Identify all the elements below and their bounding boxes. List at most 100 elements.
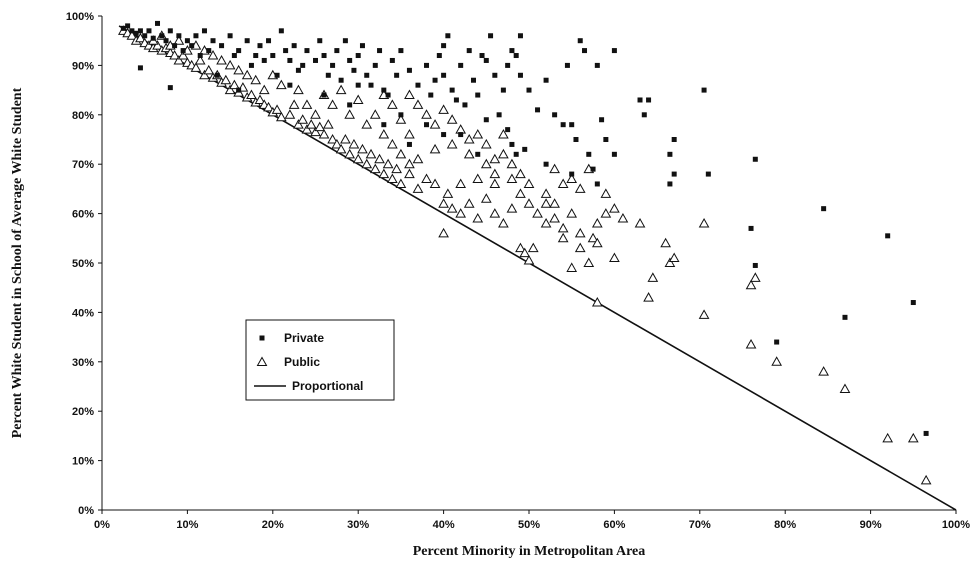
public-point	[745, 338, 757, 349]
public-point	[421, 109, 432, 119]
y-tick-label: 20%	[72, 406, 94, 418]
private-point	[923, 430, 929, 436]
public-point	[352, 153, 364, 164]
private-point	[641, 112, 647, 118]
private-point	[325, 72, 331, 78]
x-tick-label: 40%	[433, 519, 455, 531]
private-point	[821, 206, 827, 212]
public-point	[480, 158, 492, 169]
private-point	[201, 28, 207, 34]
private-point	[577, 38, 583, 44]
private-point	[517, 72, 523, 78]
x-tick-label: 90%	[860, 519, 882, 531]
private-point	[569, 171, 575, 177]
private-point	[885, 233, 891, 239]
private-point	[774, 339, 780, 345]
public-point	[532, 208, 543, 218]
private-point	[509, 48, 515, 54]
private-point	[266, 38, 272, 44]
private-point	[236, 87, 242, 93]
public-point	[412, 99, 424, 109]
public-point	[557, 178, 569, 188]
legend: Private Public Proportional	[245, 319, 395, 401]
x-tick-label: 60%	[603, 519, 625, 531]
private-point	[611, 48, 617, 54]
private-point	[560, 122, 566, 128]
private-point	[129, 28, 135, 34]
public-point	[557, 222, 569, 233]
public-point	[566, 173, 578, 184]
private-point	[176, 33, 182, 39]
public-point	[515, 168, 526, 179]
x-tick-label: 80%	[774, 519, 796, 531]
private-point	[594, 181, 600, 187]
public-point	[771, 356, 783, 366]
private-point	[342, 38, 348, 44]
public-point	[574, 242, 586, 253]
public-point	[310, 126, 321, 137]
private-point	[248, 62, 254, 68]
private-point	[257, 43, 263, 49]
public-point	[489, 178, 501, 188]
y-tick-label: 100%	[66, 11, 94, 23]
public-point	[498, 148, 509, 159]
public-point	[472, 213, 484, 223]
private-point	[381, 87, 387, 93]
private-point	[415, 82, 421, 88]
public-point	[920, 474, 932, 485]
private-point	[270, 53, 276, 59]
public-point	[455, 178, 467, 188]
public-point	[293, 119, 304, 129]
public-point	[301, 99, 313, 109]
private-point	[406, 141, 412, 147]
private-point	[479, 53, 485, 59]
private-point	[910, 300, 916, 306]
public-point	[549, 213, 560, 223]
x-axis-title: Percent Minority in Metropolitan Area	[413, 544, 646, 559]
public-point	[527, 242, 539, 253]
public-point	[463, 148, 475, 159]
public-point	[455, 208, 467, 218]
private-point	[436, 53, 442, 59]
private-point	[120, 25, 126, 31]
private-point	[287, 57, 293, 63]
public-point	[207, 50, 219, 60]
private-point	[483, 117, 489, 123]
x-tick-label: 30%	[347, 519, 369, 531]
private-point	[159, 33, 165, 39]
public-point	[446, 138, 458, 149]
private-point	[509, 141, 515, 147]
y-axis-title: Percent White Student in School of Avera…	[10, 87, 25, 438]
private-point	[552, 112, 558, 118]
private-point	[483, 57, 489, 63]
private-point	[505, 62, 511, 68]
public-point	[395, 114, 407, 124]
public-point	[540, 198, 552, 208]
x-tick-label: 50%	[518, 519, 540, 531]
private-point	[462, 102, 468, 108]
legend-public-marker	[256, 356, 268, 366]
y-tick-label: 30%	[72, 357, 94, 369]
private-point	[283, 48, 289, 54]
private-point	[137, 28, 143, 34]
private-point	[180, 48, 186, 54]
private-point	[445, 33, 451, 39]
private-point	[543, 77, 549, 83]
y-tick-label: 0%	[78, 505, 94, 517]
private-point	[637, 97, 643, 103]
public-point	[314, 121, 326, 132]
private-point	[458, 132, 464, 138]
private-point	[347, 57, 353, 63]
public-point	[489, 168, 501, 179]
x-tick-label: 0%	[94, 519, 110, 531]
y-tick-label: 10%	[72, 456, 94, 468]
private-point	[295, 67, 301, 73]
private-point	[441, 132, 447, 138]
public-point	[412, 153, 424, 164]
private-point	[522, 146, 528, 152]
private-point	[244, 38, 250, 44]
public-point	[275, 79, 287, 90]
public-point	[523, 198, 535, 208]
private-point	[377, 48, 383, 54]
